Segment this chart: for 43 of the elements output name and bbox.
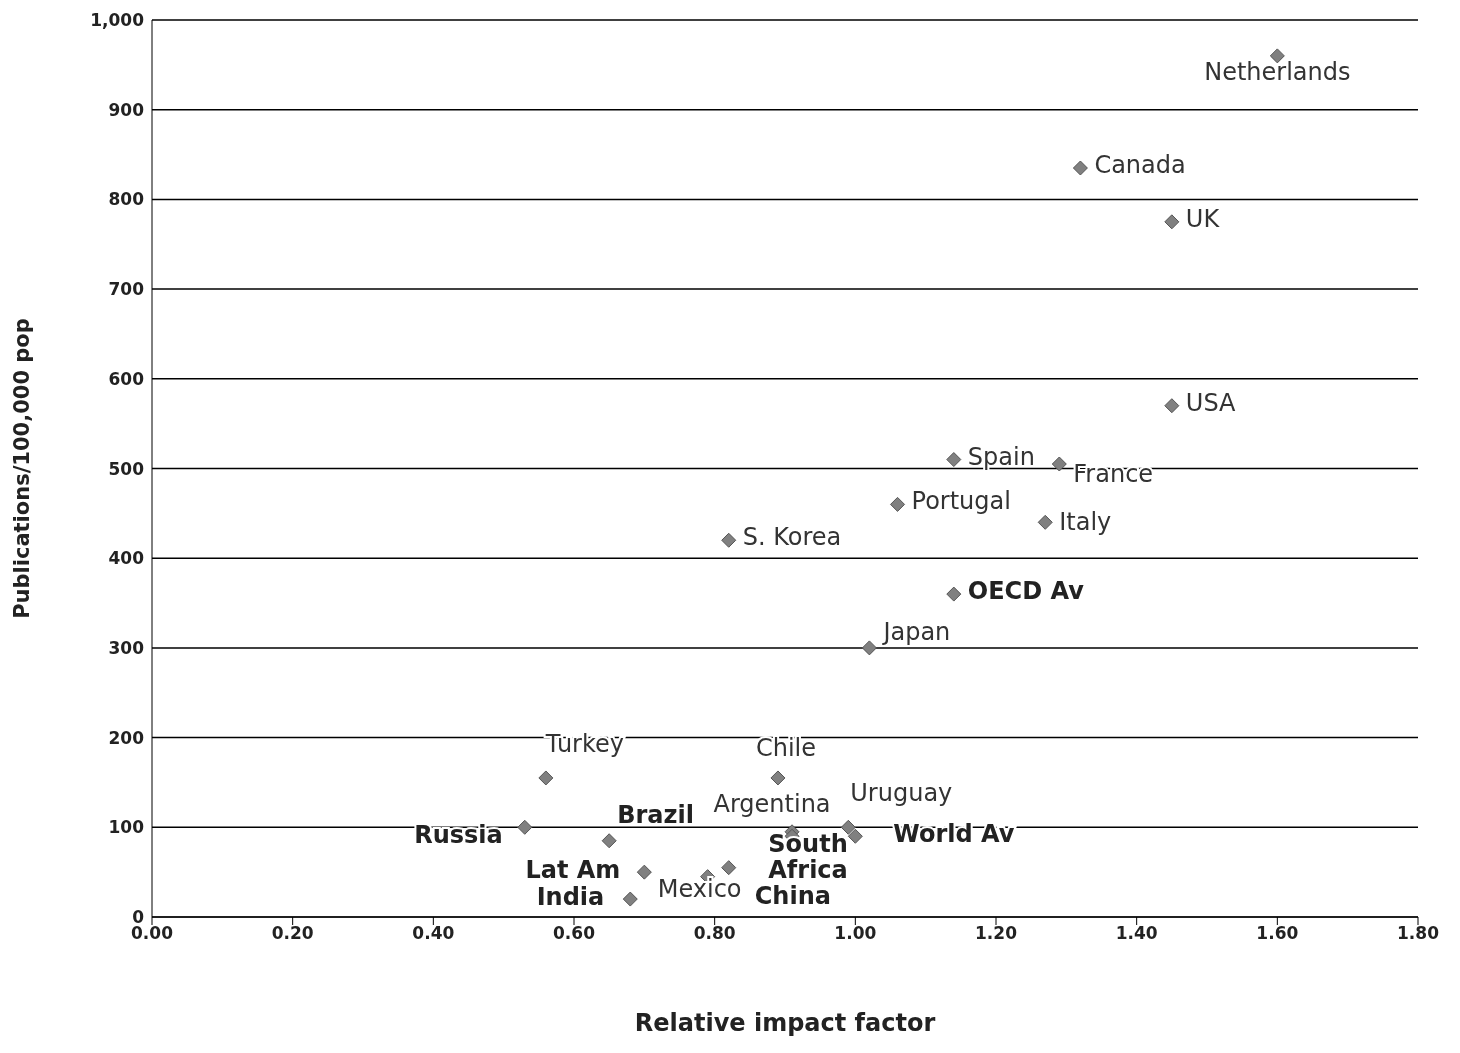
data-label: Turkey: [544, 729, 624, 758]
y-axis-title: Publications/100,000 pop: [10, 318, 35, 619]
y-tick-label: 400: [108, 548, 145, 569]
y-tick-label: 1,000: [90, 10, 145, 31]
data-label: Spain: [967, 442, 1035, 471]
x-tick-label: 1.80: [1397, 923, 1440, 944]
data-label: Lat Am: [525, 856, 621, 885]
data-label: Canada: [1094, 151, 1186, 180]
data-label: Japan: [881, 617, 951, 646]
data-label: India: [536, 883, 605, 912]
y-tick-label: 800: [108, 189, 145, 210]
data-label: Uruguay: [850, 779, 953, 808]
data-label: Portugal: [911, 487, 1011, 516]
y-tick-label: 900: [108, 99, 145, 120]
data-label: Brazil: [617, 800, 694, 829]
y-tick-label: 300: [108, 637, 145, 658]
x-tick-label: 1.60: [1256, 923, 1299, 944]
data-label: World Av: [893, 820, 1015, 849]
data-label: UK: [1185, 204, 1221, 233]
y-tick-label: 100: [108, 817, 145, 838]
x-tick-label: 1.40: [1115, 923, 1158, 944]
x-tick-label: 1.00: [834, 923, 877, 944]
data-label: Argentina: [713, 789, 831, 818]
x-tick-label: 0.40: [412, 923, 455, 944]
data-label: USA: [1185, 388, 1237, 417]
x-tick-label: 1.20: [975, 923, 1018, 944]
x-tick-label: 0.60: [553, 923, 596, 944]
data-label: Italy: [1059, 508, 1112, 537]
data-label: Mexico: [657, 874, 742, 903]
x-axis-title: Relative impact factor: [634, 1009, 936, 1037]
data-label: S. Korea: [742, 523, 842, 552]
data-label: Netherlands: [1204, 57, 1351, 86]
x-tick-label: 0.80: [693, 923, 736, 944]
y-tick-label: 600: [108, 368, 145, 389]
y-tick-label: 500: [108, 458, 145, 479]
y-tick-label: 200: [108, 727, 145, 748]
data-label: OECD Av: [967, 577, 1085, 606]
x-tick-label: 0.00: [131, 923, 174, 944]
data-label: Russia: [414, 821, 503, 850]
x-tick-label: 0.20: [271, 923, 314, 944]
data-label: Chile: [755, 733, 817, 762]
data-label: France: [1073, 460, 1154, 489]
y-tick-label: 700: [108, 279, 145, 300]
